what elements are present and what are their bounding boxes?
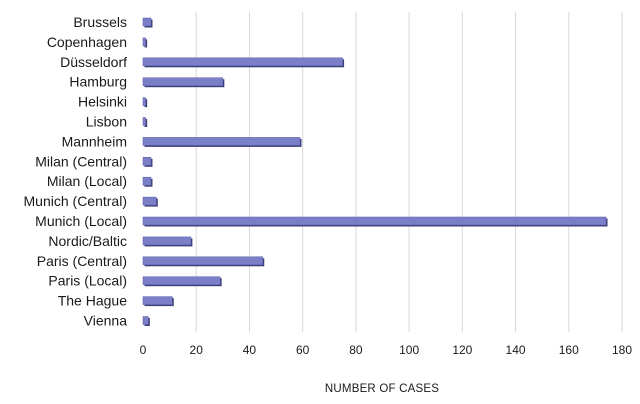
category-label: Lisbon: [86, 114, 127, 130]
bar: [142, 117, 148, 127]
category-label: Düsseldorf: [60, 54, 127, 70]
x-tick-label: 0: [140, 343, 147, 357]
bar-face: [142, 236, 192, 246]
x-tick-label: 120: [452, 343, 472, 357]
bar-face: [142, 97, 146, 106]
bar: [142, 196, 158, 207]
bar-face: [142, 216, 607, 226]
x-axis-title: NUMBER OF CASES: [325, 383, 439, 395]
x-tick-label: 60: [296, 343, 310, 357]
bar: [142, 316, 150, 326]
category-label: Milan (Local): [47, 173, 127, 189]
category-label: Copenhagen: [47, 34, 127, 50]
bars: [142, 17, 608, 326]
bar-face: [142, 196, 157, 206]
bar-face: [142, 17, 152, 27]
bar: [142, 97, 148, 108]
category-label: Nordic/Baltic: [48, 233, 127, 249]
category-label: The Hague: [58, 293, 127, 309]
category-label: Brussels: [73, 14, 127, 30]
category-label: Vienna: [84, 313, 128, 329]
category-label: Paris (Local): [48, 273, 127, 289]
category-label: Munich (Central): [24, 193, 127, 209]
category-label: Helsinki: [78, 94, 127, 110]
bar: [142, 137, 302, 147]
category-label: Mannheim: [62, 133, 127, 149]
x-tick-label: 80: [349, 343, 363, 357]
x-tick-label: 160: [559, 343, 579, 357]
bar-face: [142, 57, 343, 67]
bar-face: [142, 316, 149, 325]
bar: [142, 296, 174, 307]
bar: [142, 236, 193, 247]
x-tick-label: 180: [612, 343, 632, 357]
category-labels: Brussels Copenhagen Düsseldorf Hamburg Helsi…: [24, 14, 128, 329]
bar-face: [142, 157, 152, 166]
bar-face: [142, 37, 146, 47]
bar: [142, 17, 153, 28]
bar-face: [142, 256, 263, 266]
x-tick-label: 20: [190, 343, 204, 357]
bar: [142, 157, 153, 167]
category-label: Paris (Central): [37, 253, 127, 269]
x-tick-label: 40: [243, 343, 257, 357]
category-label: Munich (Local): [35, 213, 127, 229]
bar-face: [142, 77, 224, 86]
bar-face: [142, 137, 301, 146]
category-label: Milan (Central): [35, 153, 127, 169]
bar: [142, 57, 345, 68]
bar: [142, 77, 225, 88]
bar: [142, 176, 153, 187]
bar: [142, 276, 222, 287]
x-tick-labels: 0 20 40 60 80 100 120 140 160 180: [140, 343, 633, 357]
category-label: Hamburg: [69, 74, 127, 90]
bar: [142, 256, 265, 267]
x-tick-label: 140: [506, 343, 526, 357]
bar-face: [142, 176, 152, 186]
bar: [142, 37, 148, 48]
bar-face: [142, 276, 221, 285]
bar: [142, 216, 608, 227]
bar-face: [142, 117, 146, 126]
bar-face: [142, 296, 173, 305]
x-tick-label: 100: [399, 343, 419, 357]
